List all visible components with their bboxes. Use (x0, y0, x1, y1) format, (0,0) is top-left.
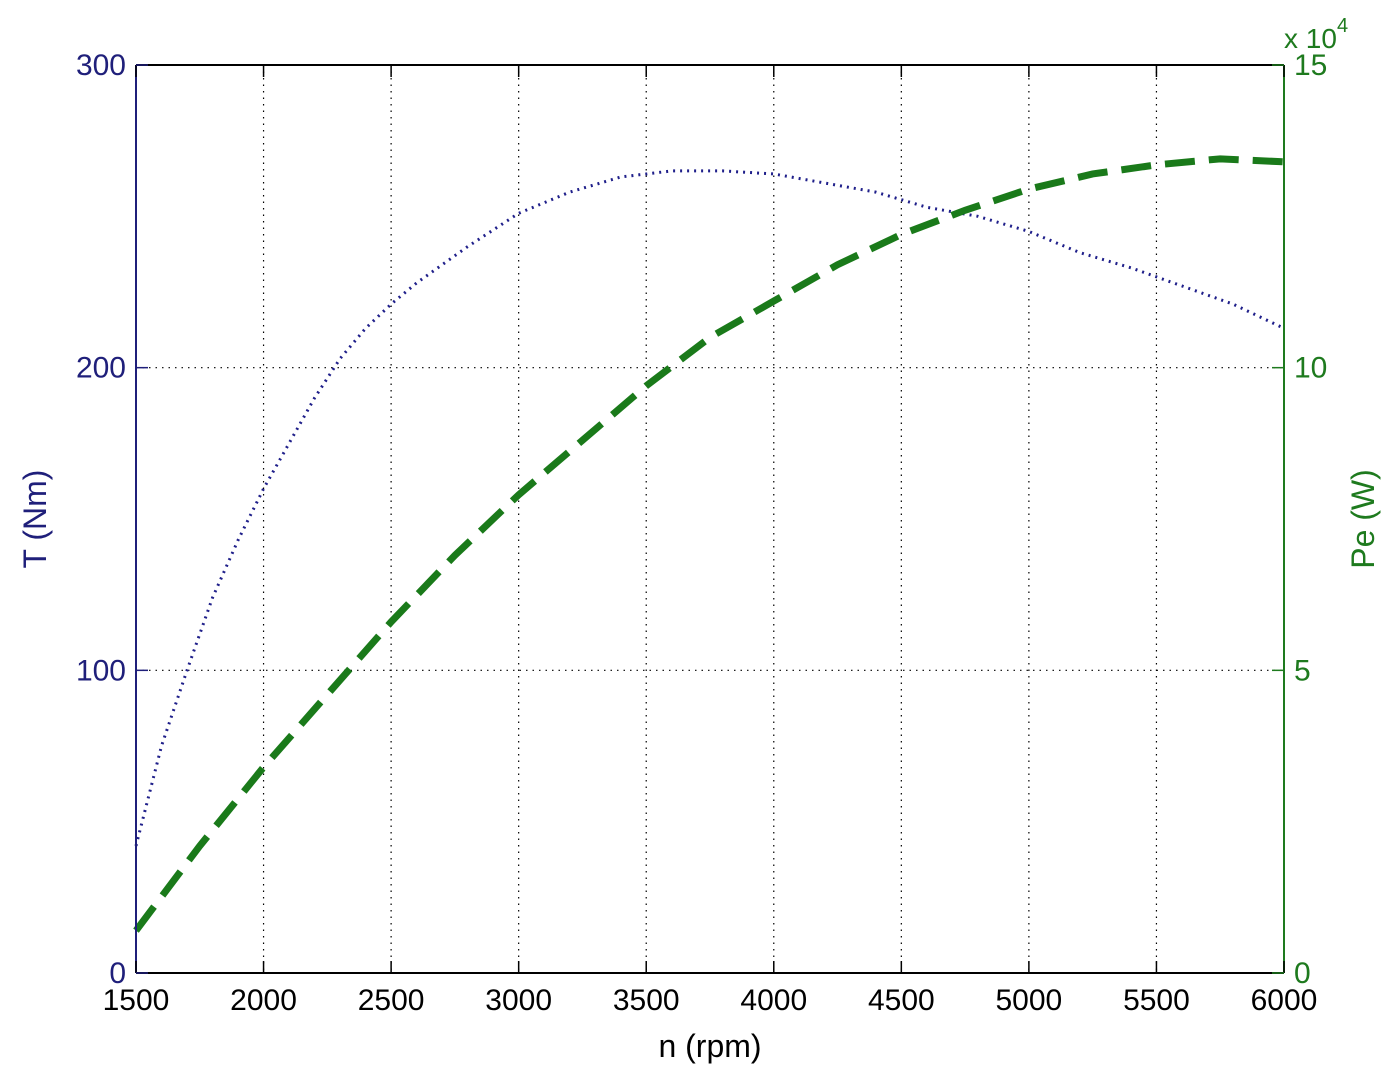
right-axis-multiplier: x 104 (1284, 15, 1348, 54)
x-tick-label: 5000 (996, 984, 1063, 1017)
right-axis-multiplier-exponent: 4 (1337, 15, 1348, 37)
x-axis-label: n (rpm) (658, 1028, 761, 1064)
power-line (133, 155, 1285, 933)
ticks: 1500 2000 2500 3000 3500 4000 4500 5000 5500 6000… (76, 49, 1327, 1017)
right-axis-multiplier-base: x 10 (1284, 23, 1337, 54)
y-right-tick-label: 10 (1294, 352, 1327, 385)
y-left-tick-label: 300 (76, 49, 126, 82)
x-tick-label: 3000 (485, 984, 552, 1017)
x-tick-label: 2000 (230, 984, 297, 1017)
y-right-tick-label: 5 (1294, 654, 1311, 687)
y-axis-left-label: T (Nm) (17, 470, 53, 569)
axes (135, 64, 1285, 974)
x-tick-label: 1500 (103, 984, 170, 1017)
x-tick-label: 5500 (1123, 984, 1190, 1017)
y-left-tick-label: 0 (109, 957, 126, 990)
grid (136, 65, 1284, 973)
y-right-tick-label: 15 (1294, 49, 1327, 82)
x-tick-label: 4000 (740, 984, 807, 1017)
y-axis-right-label: Pe (W) (1345, 469, 1381, 569)
x-tick-label: 2500 (358, 984, 425, 1017)
y-right-tick-label: 0 (1294, 957, 1311, 990)
x-tick-label: 6000 (1251, 984, 1318, 1017)
y-left-tick-label: 200 (76, 352, 126, 385)
plot-background (136, 65, 1284, 973)
x-tick-label: 4500 (868, 984, 935, 1017)
y-left-tick-label: 100 (76, 654, 126, 687)
x-tick-label: 3500 (613, 984, 680, 1017)
series-power (133, 155, 1285, 933)
